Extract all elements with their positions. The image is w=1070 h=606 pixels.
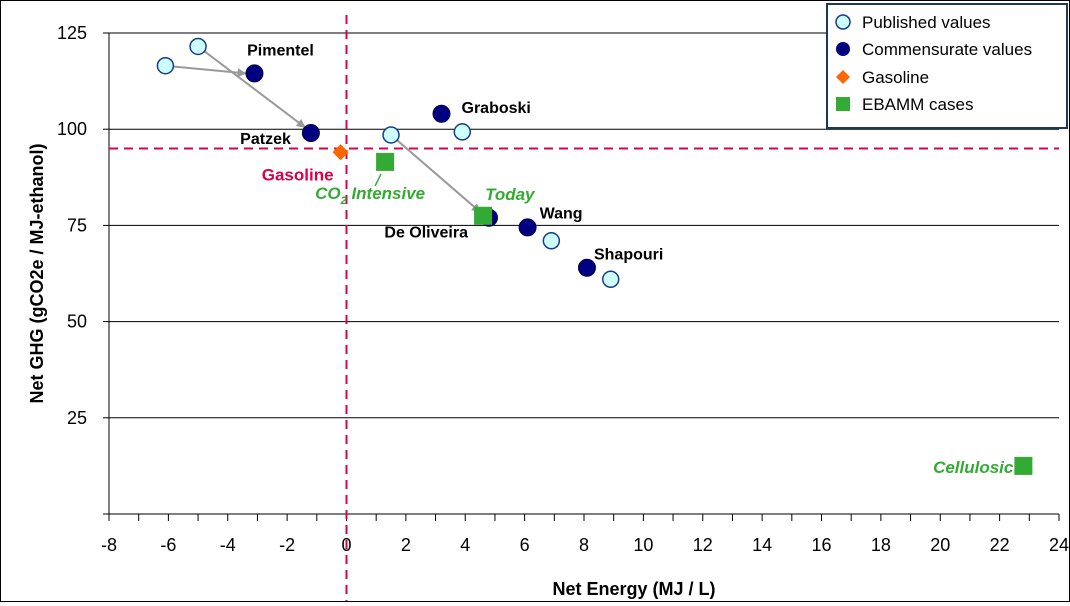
published-value-point — [156, 56, 175, 75]
co2-intensive-leader — [374, 173, 382, 187]
x-tick-label: 18 — [871, 535, 891, 555]
point-label: Wang — [540, 205, 583, 222]
point-label: Patzek — [240, 131, 291, 148]
x-tick-label: 6 — [520, 535, 530, 555]
y-tick-label: 100 — [57, 119, 87, 139]
x-tick-label: 4 — [460, 535, 470, 555]
co2-label-main: CO — [315, 184, 341, 203]
point-label: De Oliveira — [384, 225, 468, 242]
commensurate-value-point — [518, 218, 537, 237]
y-tick-label: 75 — [67, 215, 87, 235]
commensurate-value-point — [301, 124, 320, 143]
y-tick-label: 25 — [67, 408, 87, 428]
x-tick-label: 24 — [1049, 535, 1069, 555]
commensurate-value-point — [432, 104, 451, 123]
x-axis-title: Net Energy (MJ / L) — [552, 579, 715, 599]
x-tick-label: 20 — [930, 535, 950, 555]
x-tick-label: 2 — [401, 535, 411, 555]
commensurate-value-point — [245, 64, 264, 83]
published-value-point — [189, 37, 207, 56]
x-tick-label: 8 — [579, 535, 589, 555]
ebamm-case-point — [376, 152, 395, 171]
x-tick-label: 12 — [693, 535, 713, 555]
legend-ebamm-symbol — [836, 97, 850, 111]
co2-label-subscript: 2 — [340, 195, 347, 207]
x-tick-label: -6 — [160, 535, 176, 555]
published-value-point — [453, 123, 472, 141]
x-tick-label: -4 — [220, 535, 236, 555]
published-value-point — [601, 270, 620, 289]
commensurate-value-point — [577, 258, 596, 277]
legend-commensurate-symbol — [836, 42, 850, 56]
published-value-point — [542, 232, 561, 250]
gasoline-label: Gasoline — [262, 165, 334, 184]
ebamm-case-point — [474, 206, 493, 225]
adjustment-arrow — [390, 134, 481, 213]
y-tick-label: 50 — [67, 312, 87, 332]
y-tick-label: 125 — [57, 23, 87, 43]
x-tick-label: 16 — [811, 535, 831, 555]
ebamm-case-point — [1014, 456, 1033, 475]
legend-entry-label: Published values — [862, 13, 991, 32]
x-tick-label: 10 — [633, 535, 653, 555]
y-axis-title: Net GHG (gCO2e / MJ-ethanol) — [27, 143, 47, 403]
x-tick-label: -8 — [101, 535, 117, 555]
legend-published-symbol — [835, 14, 851, 30]
legend-box — [826, 3, 1068, 129]
point-label: Pimentel — [247, 42, 314, 59]
gasoline-point — [332, 144, 349, 161]
published-value-point — [382, 126, 400, 144]
x-tick-label: -2 — [279, 535, 295, 555]
cellulosic-label: Cellulosic — [933, 458, 1014, 477]
adjustment-arrow — [197, 45, 306, 129]
legend-entry-label: EBAMM cases — [862, 95, 973, 114]
legend-entry-label: Gasoline — [862, 68, 929, 87]
legend-entry-label: Commensurate values — [862, 40, 1032, 59]
point-label: Graboski — [462, 100, 531, 117]
today-label: Today — [485, 185, 536, 204]
x-tick-label: 22 — [990, 535, 1010, 555]
co2-label-rest: Intensive — [347, 184, 425, 203]
legend-gasoline-symbol — [836, 70, 850, 84]
co2-intensive-label: CO2 Intensive — [315, 184, 425, 207]
point-label: Shapouri — [594, 247, 663, 264]
x-tick-label: 14 — [752, 535, 772, 555]
